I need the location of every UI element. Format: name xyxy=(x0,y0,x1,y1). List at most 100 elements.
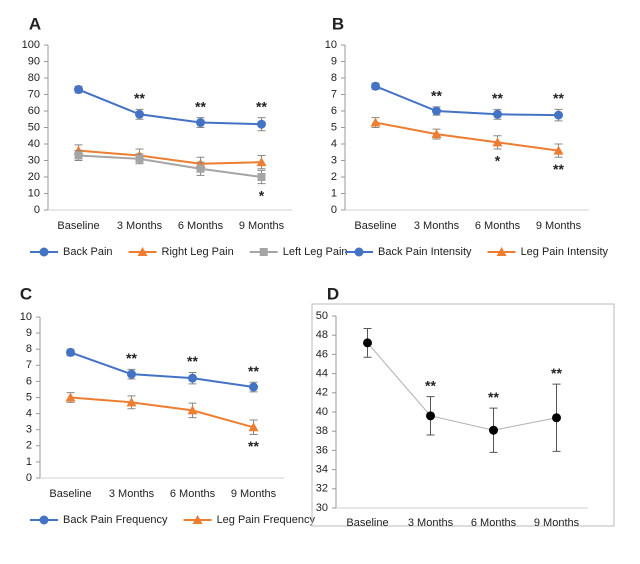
significance: * xyxy=(495,153,501,169)
significance: ** xyxy=(553,161,564,177)
x-tick-label: 3 Months xyxy=(117,220,163,232)
y-tick-label: 6 xyxy=(331,105,337,117)
panel-label: A xyxy=(29,14,41,33)
marker xyxy=(74,85,83,95)
x-tick-label: 6 Months xyxy=(178,220,224,232)
y-tick-label: 40 xyxy=(316,406,328,418)
legend-marker xyxy=(192,515,203,524)
marker xyxy=(492,137,503,147)
panel-label: D xyxy=(327,284,339,303)
y-tick-label: 9 xyxy=(26,327,32,339)
significance: ** xyxy=(256,98,267,114)
marker xyxy=(371,81,380,91)
y-tick-label: 10 xyxy=(20,311,32,323)
marker xyxy=(370,117,381,127)
y-tick-label: 7 xyxy=(331,88,337,100)
y-tick-label: 8 xyxy=(26,343,32,355)
marker xyxy=(489,425,498,435)
marker xyxy=(426,411,435,421)
marker xyxy=(257,173,266,181)
legend-label: Left Leg Pain xyxy=(283,246,348,258)
series-line xyxy=(78,154,262,178)
legend-marker xyxy=(39,247,49,257)
legend-marker xyxy=(354,247,364,257)
legend-label: Back Pain Intensity xyxy=(378,246,472,258)
series-line xyxy=(70,396,254,429)
marker xyxy=(127,369,136,379)
legend-label: Right Leg Pain xyxy=(162,246,234,258)
y-tick-label: 3 xyxy=(26,424,32,436)
panel-label: C xyxy=(20,284,32,303)
marker xyxy=(248,422,259,432)
x-tick-label: Baseline xyxy=(346,517,388,529)
marker xyxy=(553,145,564,155)
series-line xyxy=(367,342,557,431)
y-tick-label: 20 xyxy=(28,171,40,183)
y-tick-label: 7 xyxy=(26,359,32,371)
y-tick-label: 0 xyxy=(26,472,32,484)
y-tick-label: 10 xyxy=(28,187,40,199)
panel: D 30 32 34 36 38 40 42 44 46 48 50 Baseline 3 Months 6… xyxy=(311,284,615,529)
y-tick-label: 50 xyxy=(28,121,40,133)
x-tick-label: 6 Months xyxy=(475,220,521,232)
significance: ** xyxy=(248,438,259,454)
series-line xyxy=(78,149,262,165)
x-tick-label: 9 Months xyxy=(536,220,582,232)
legend-label: Leg Pain Intensity xyxy=(521,246,609,258)
x-tick-label: Baseline xyxy=(354,220,396,232)
y-tick-label: 42 xyxy=(316,387,328,399)
y-tick-label: 48 xyxy=(316,329,328,341)
y-tick-label: 5 xyxy=(26,391,32,403)
y-tick-label: 36 xyxy=(316,444,328,456)
y-tick-label: 4 xyxy=(331,138,337,150)
significance: ** xyxy=(134,90,145,106)
marker xyxy=(126,397,137,407)
y-tick-label: 46 xyxy=(316,348,328,360)
y-tick-label: 80 xyxy=(28,72,40,84)
legend-marker xyxy=(259,248,268,256)
x-tick-label: 3 Months xyxy=(109,488,155,500)
x-tick-label: 9 Months xyxy=(239,220,285,232)
marker xyxy=(196,164,205,173)
y-tick-label: 40 xyxy=(28,138,40,150)
marker xyxy=(431,129,442,139)
legend-label: Back Pain xyxy=(63,246,113,258)
y-tick-label: 38 xyxy=(316,425,328,437)
y-tick-label: 2 xyxy=(331,171,337,183)
legend-label: Leg Pain Frequency xyxy=(217,514,316,526)
y-tick-label: 32 xyxy=(316,483,328,495)
significance: ** xyxy=(488,389,499,405)
y-tick-label: 60 xyxy=(28,105,40,117)
x-tick-label: 3 Months xyxy=(414,220,460,232)
y-tick-label: 3 xyxy=(331,154,337,166)
y-tick-label: 44 xyxy=(316,368,328,380)
significance: ** xyxy=(195,98,206,114)
legend-marker xyxy=(496,247,507,256)
marker xyxy=(249,382,258,392)
marker xyxy=(554,110,563,120)
y-tick-label: 30 xyxy=(28,154,40,166)
y-tick-label: 1 xyxy=(26,456,32,468)
legend-marker xyxy=(137,247,148,256)
significance: ** xyxy=(187,353,198,369)
significance: ** xyxy=(248,363,259,379)
y-tick-label: 8 xyxy=(331,72,337,84)
significance: ** xyxy=(431,88,442,104)
marker xyxy=(552,413,561,423)
significance: ** xyxy=(126,350,137,366)
x-tick-label: 6 Months xyxy=(471,517,517,529)
y-tick-label: 90 xyxy=(28,55,40,67)
x-tick-label: 9 Months xyxy=(231,488,277,500)
significance: ** xyxy=(492,90,503,106)
panel: C 0 1 2 3 4 5 6 7 8 9 10 Baseline 3 Months 6 Months 9 M… xyxy=(20,284,316,525)
y-tick-label: 30 xyxy=(316,502,328,514)
marker xyxy=(135,154,144,163)
plot-frame xyxy=(311,303,615,527)
y-tick-label: 4 xyxy=(26,408,32,420)
series-line xyxy=(375,121,559,152)
marker xyxy=(363,338,372,348)
marker xyxy=(187,405,198,415)
y-tick-label: 70 xyxy=(28,88,40,100)
